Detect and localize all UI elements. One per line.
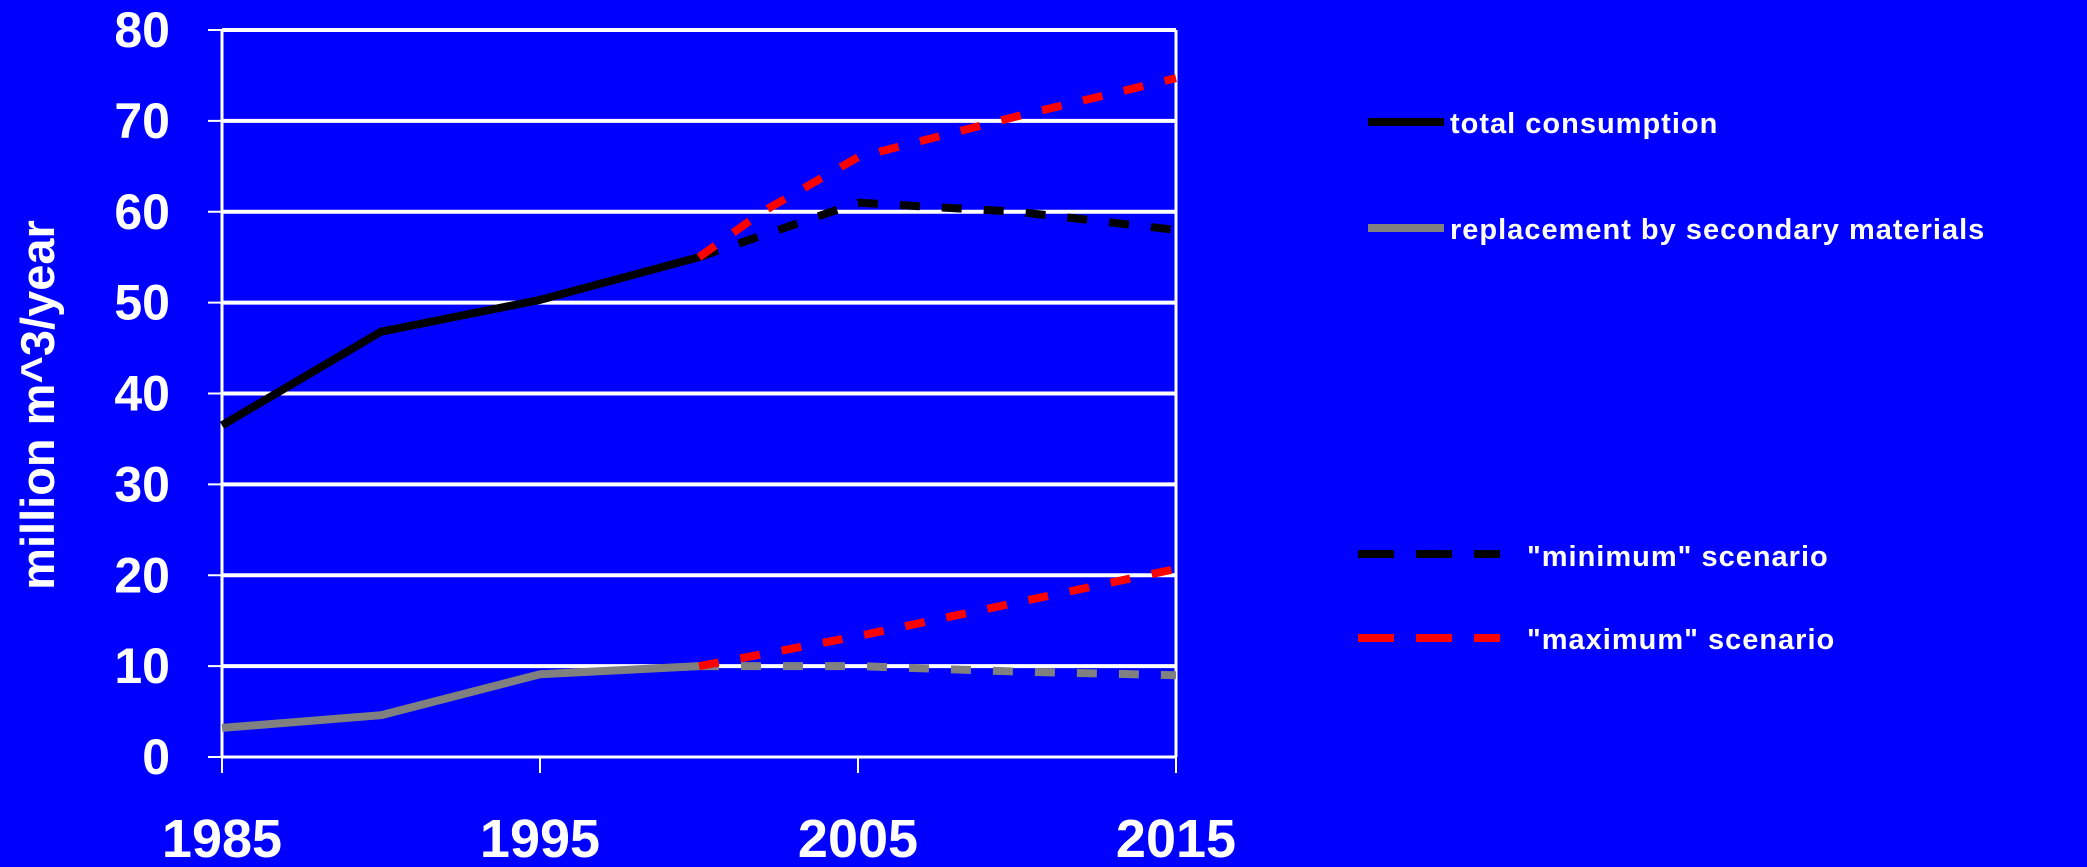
- series-line-total-consumption-maximum-scenario: [696, 74, 1177, 261]
- series-line-replacement-maximum-scenario: [698, 564, 1177, 671]
- tick-labels: 0 10 20 30 40 50 60 70 80 1985 1995 2005 2015: [114, 2, 1236, 867]
- y-tick-label-70: 70: [114, 93, 170, 149]
- y-tick-label-20: 20: [114, 547, 170, 603]
- axes: [208, 29, 1178, 773]
- y-tick-label-30: 30: [114, 456, 170, 512]
- legend: total consumption replacement by secondar…: [1358, 108, 1985, 656]
- grid-layer: [222, 28, 1176, 669]
- y-tick-label-40: 40: [114, 366, 170, 422]
- legend-label-replacement: replacement by secondary materials: [1450, 214, 1985, 246]
- x-tick-label-1995: 1995: [480, 809, 600, 862]
- legend-label-maximum: "maximum" scenario: [1527, 624, 1835, 656]
- series-line-replacement-minimum-scenario: [699, 662, 1177, 680]
- series-line-replacement-by-secondary-materials: [221, 662, 700, 732]
- y-tick-label-80: 80: [114, 2, 170, 58]
- y-tick-label-60: 60: [114, 184, 170, 240]
- series-line-total-consumption-minimum-scenario: [697, 198, 1177, 261]
- x-tick-label-2005: 2005: [798, 809, 918, 862]
- series-line-total-consumption: [219, 253, 701, 429]
- legend-label-total: total consumption: [1450, 108, 1718, 140]
- x-tick-label-2015: 2015: [1116, 809, 1236, 862]
- x-tick-label-1985: 1985: [162, 809, 282, 862]
- y-tick-label-50: 50: [114, 275, 170, 331]
- series-layer: [219, 74, 1177, 732]
- y-tick-label-0: 0: [142, 729, 170, 785]
- y-axis-label: million m^3/year: [11, 220, 64, 590]
- y-tick-label-10: 10: [114, 638, 170, 694]
- legend-label-minimum: "minimum" scenario: [1527, 541, 1829, 573]
